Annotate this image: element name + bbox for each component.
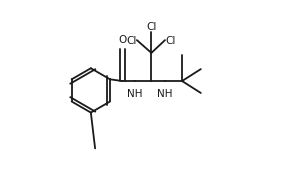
Text: NH: NH	[128, 89, 143, 99]
Text: NH: NH	[157, 89, 173, 99]
Text: Cl: Cl	[127, 36, 137, 46]
Text: Cl: Cl	[146, 22, 156, 32]
Text: Cl: Cl	[165, 36, 175, 46]
Text: O: O	[118, 35, 126, 45]
